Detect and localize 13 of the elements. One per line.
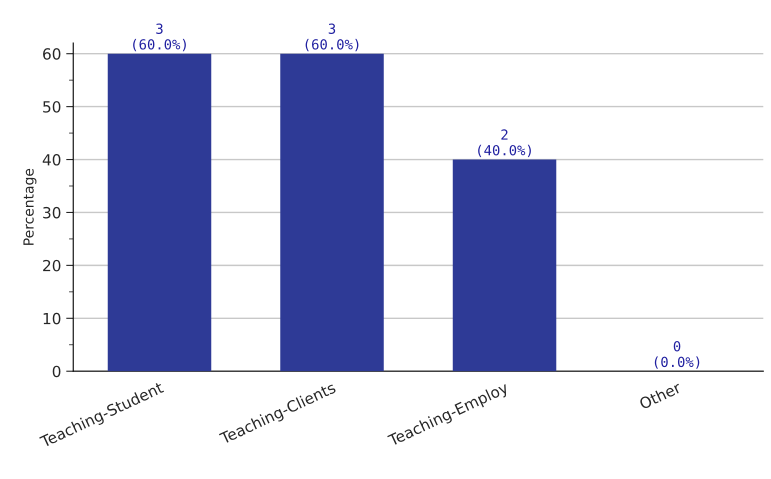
y-tick-label: 50 [43,101,60,113]
data-label: 3 (60.0%) [133,23,186,52]
data-label: 2 (40.0%) [478,129,531,158]
data-label: 3 (60.0%) [306,23,358,52]
y-tick-label: 40 [42,154,60,166]
y-tick-label: 30 [43,206,60,218]
x-tick-label: Other [638,380,682,410]
y-tick-label: 20 [43,260,60,272]
y-tick-label: 0 [52,366,60,378]
y-axis-title: Percentage [23,168,36,245]
data-label: 0 (0.0%) [654,341,700,369]
y-tick-label: 60 [43,48,60,60]
y-tick-label: 10 [44,312,60,324]
